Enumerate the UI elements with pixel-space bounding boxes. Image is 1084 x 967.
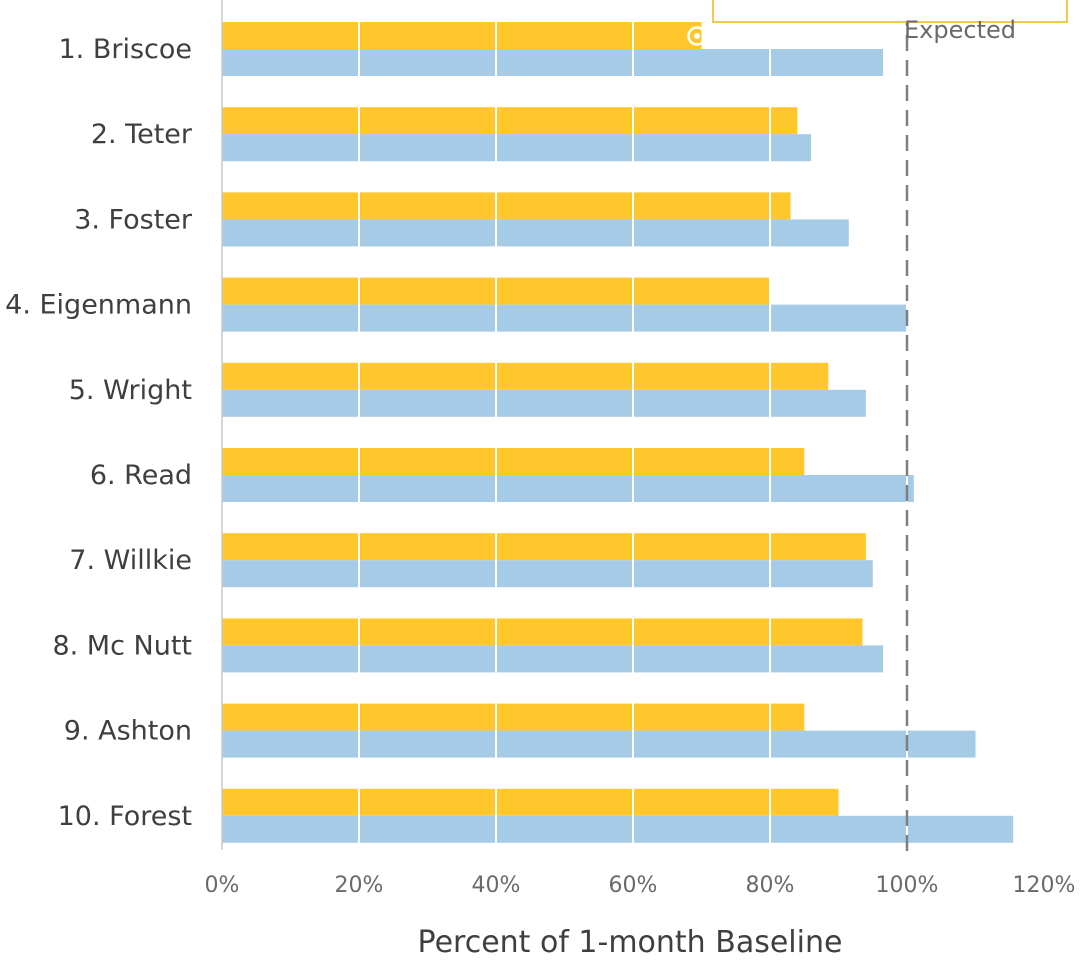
bar-yellow-10 — [222, 788, 839, 816]
category-label: 6. Read — [90, 460, 192, 491]
bar-blue-8 — [222, 645, 884, 673]
category-label: 10. Forest — [58, 801, 192, 832]
x-axis-title: Percent of 1-month Baseline — [418, 925, 843, 960]
x-tick-labels: 0% 20% 40% 60% 80% 100% 120% — [205, 873, 1076, 898]
category-label: 2. Teter — [91, 119, 193, 150]
bar-blue-4 — [222, 304, 907, 332]
bars-layer — [222, 22, 1014, 843]
category-labels: 1. Briscoe 2. Teter 3. Foster 4. Eigenmann 5… — [5, 34, 193, 832]
category-label: 4. Eigenmann — [5, 290, 192, 321]
bar-blue-9 — [222, 730, 976, 758]
x-tick-label: 120% — [1013, 873, 1076, 898]
annotation-box — [712, 0, 1068, 23]
bar-blue-10 — [222, 815, 1014, 843]
x-tick-label: 40% — [472, 873, 521, 898]
bar-yellow-2 — [222, 107, 798, 135]
expected-label: Expected — [904, 16, 1016, 44]
x-tick-label: 20% — [335, 873, 384, 898]
bar-yellow-5 — [222, 362, 829, 390]
bar-yellow-3 — [222, 192, 791, 220]
x-tick-label: 0% — [205, 873, 240, 898]
category-label: 3. Foster — [74, 204, 193, 235]
bar-yellow-9 — [222, 703, 805, 731]
bar-blue-6 — [222, 475, 914, 502]
category-label: 5. Wright — [69, 375, 192, 406]
bar-yellow-6 — [222, 448, 805, 475]
bar-yellow-1 — [222, 22, 702, 49]
category-label: 8. Mc Nutt — [52, 630, 192, 661]
bar-blue-5 — [222, 389, 866, 417]
annotation-marker-dot — [694, 33, 700, 39]
category-label: 7. Willkie — [69, 545, 192, 576]
annotation-marker-icon — [687, 26, 707, 46]
category-label: 9. Ashton — [64, 716, 192, 747]
bar-blue-2 — [222, 134, 812, 162]
bar-blue-1 — [222, 49, 884, 76]
x-tick-label: 100% — [876, 873, 939, 898]
x-tick-label: 60% — [609, 873, 658, 898]
bar-blue-7 — [222, 560, 873, 588]
bar-yellow-7 — [222, 533, 866, 561]
x-tick-label: 80% — [746, 873, 795, 898]
bar-yellow-8 — [222, 618, 863, 646]
category-label: 1. Briscoe — [58, 34, 192, 65]
bar-blue-3 — [222, 219, 849, 247]
